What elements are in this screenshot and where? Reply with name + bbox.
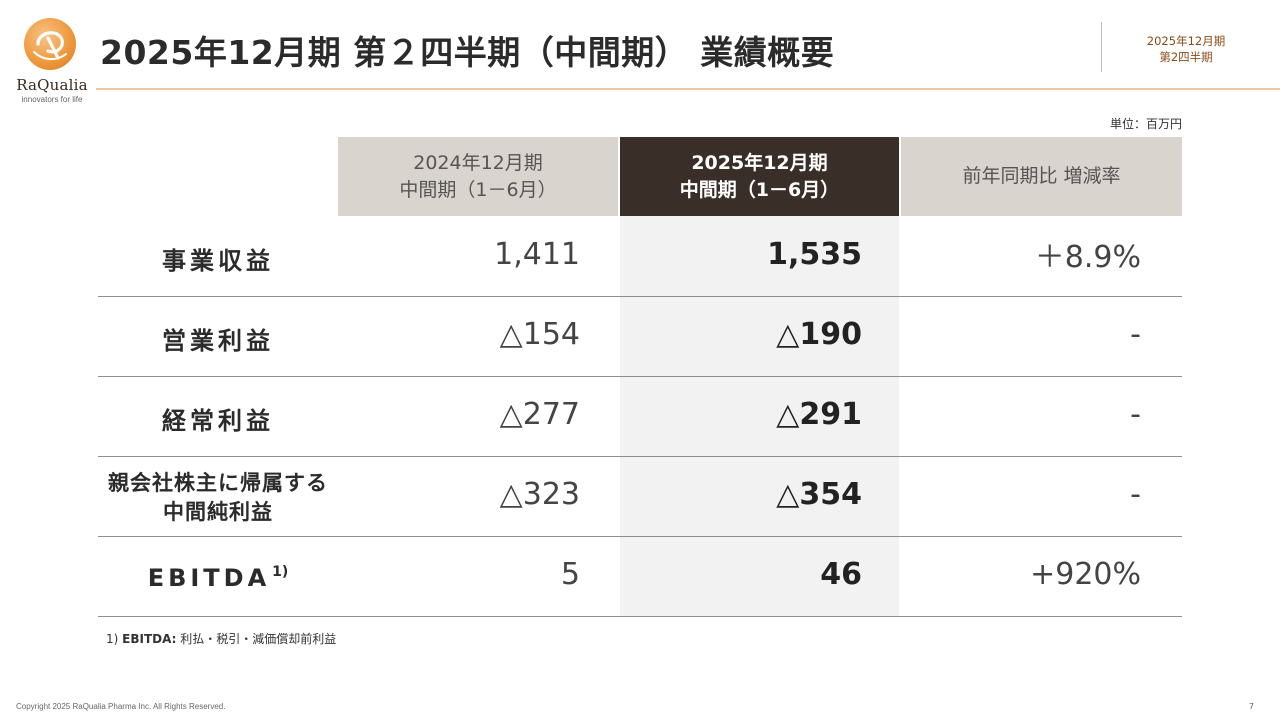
ebitda-footnote-marker: 1) <box>272 564 289 580</box>
row-label-net-income: 親会社株主に帰属する 中間純利益 <box>98 456 338 540</box>
header-rule <box>96 88 1280 90</box>
row-divider <box>98 376 1182 377</box>
logo-mark-icon <box>24 18 76 70</box>
footnote-term: EBITDA: <box>122 632 177 646</box>
company-logo: RaQualia innovators for life <box>12 18 92 108</box>
row-divider <box>98 616 1182 617</box>
row-label-ebitda-text: EBITDA <box>147 564 271 592</box>
unit-note: 単位：百万円 <box>1109 117 1182 131</box>
footnote-marker: 1) <box>106 632 119 646</box>
copyright: Copyright 2025 RaQualia Pharma Inc. All … <box>16 702 226 711</box>
page-title: 2025年12月期 第２四半期（中間期） 業績概要 <box>100 33 835 72</box>
cell-net-income-prev: △323 <box>499 476 580 512</box>
cell-net-income-rate: - <box>1130 476 1141 512</box>
cell-operating-profit-rate: - <box>1130 316 1141 352</box>
cell-ebitda-rate: +920% <box>1030 556 1141 592</box>
row-label-net-income-line1: 親会社株主に帰属する <box>108 471 328 495</box>
period-tag: 2025年12月期 第2四半期 <box>1116 33 1256 65</box>
logo-name: RaQualia <box>16 76 88 94</box>
cell-ordinary-profit-rate: - <box>1130 396 1141 432</box>
title-divider <box>1101 22 1102 72</box>
column-header-prev-year-line2: 中間期（1－6月） <box>399 178 557 201</box>
column-header-current-year: 2025年12月期 中間期（1－6月） <box>620 137 899 216</box>
column-header-current-year-line2: 中間期（1－6月） <box>679 178 840 201</box>
period-tag-line1: 2025年12月期 <box>1146 34 1226 48</box>
page-number: 7 <box>1248 702 1254 711</box>
cell-ordinary-profit-current: △291 <box>776 396 862 432</box>
cell-ebitda-current: 46 <box>820 556 862 592</box>
row-label-revenue: 事業収益 <box>162 246 274 275</box>
cell-revenue-prev: 1,411 <box>494 236 580 272</box>
cell-revenue-rate: ＋8.9% <box>1034 240 1141 275</box>
row-divider <box>98 456 1182 457</box>
column-header-prev-year: 2024年12月期 中間期（1－6月） <box>338 137 618 216</box>
cell-ebitda-prev: 5 <box>560 556 580 592</box>
column-header-yoy-rate-label: 前年同期比 増減率 <box>962 165 1121 187</box>
cell-ordinary-profit-prev: △277 <box>499 396 580 432</box>
cell-revenue-current: 1,535 <box>767 236 862 272</box>
footnote-text: 利払・税引・減価償却前利益 <box>180 632 337 646</box>
period-tag-line2: 第2四半期 <box>1159 50 1213 64</box>
row-divider <box>98 536 1182 537</box>
row-label-net-income-line2: 中間純利益 <box>163 500 273 524</box>
row-label-ebitda: EBITDA 1) <box>98 538 338 618</box>
current-year-column-band <box>620 216 899 617</box>
cell-operating-profit-prev: △154 <box>499 316 580 352</box>
column-header-yoy-rate: 前年同期比 増減率 <box>901 137 1182 216</box>
column-header-current-year-line1: 2025年12月期 <box>691 151 828 174</box>
row-divider <box>98 296 1182 297</box>
row-label-ordinary-profit: 経常利益 <box>162 406 274 435</box>
logo-tagline: innovators for life <box>21 95 83 104</box>
column-header-prev-year-line1: 2024年12月期 <box>413 151 543 174</box>
cell-operating-profit-current: △190 <box>776 316 862 352</box>
row-label-operating-profit: 営業利益 <box>162 326 274 355</box>
cell-net-income-current: △354 <box>776 476 862 512</box>
footnote: 1) EBITDA: 利払・税引・減価償却前利益 <box>106 630 336 647</box>
